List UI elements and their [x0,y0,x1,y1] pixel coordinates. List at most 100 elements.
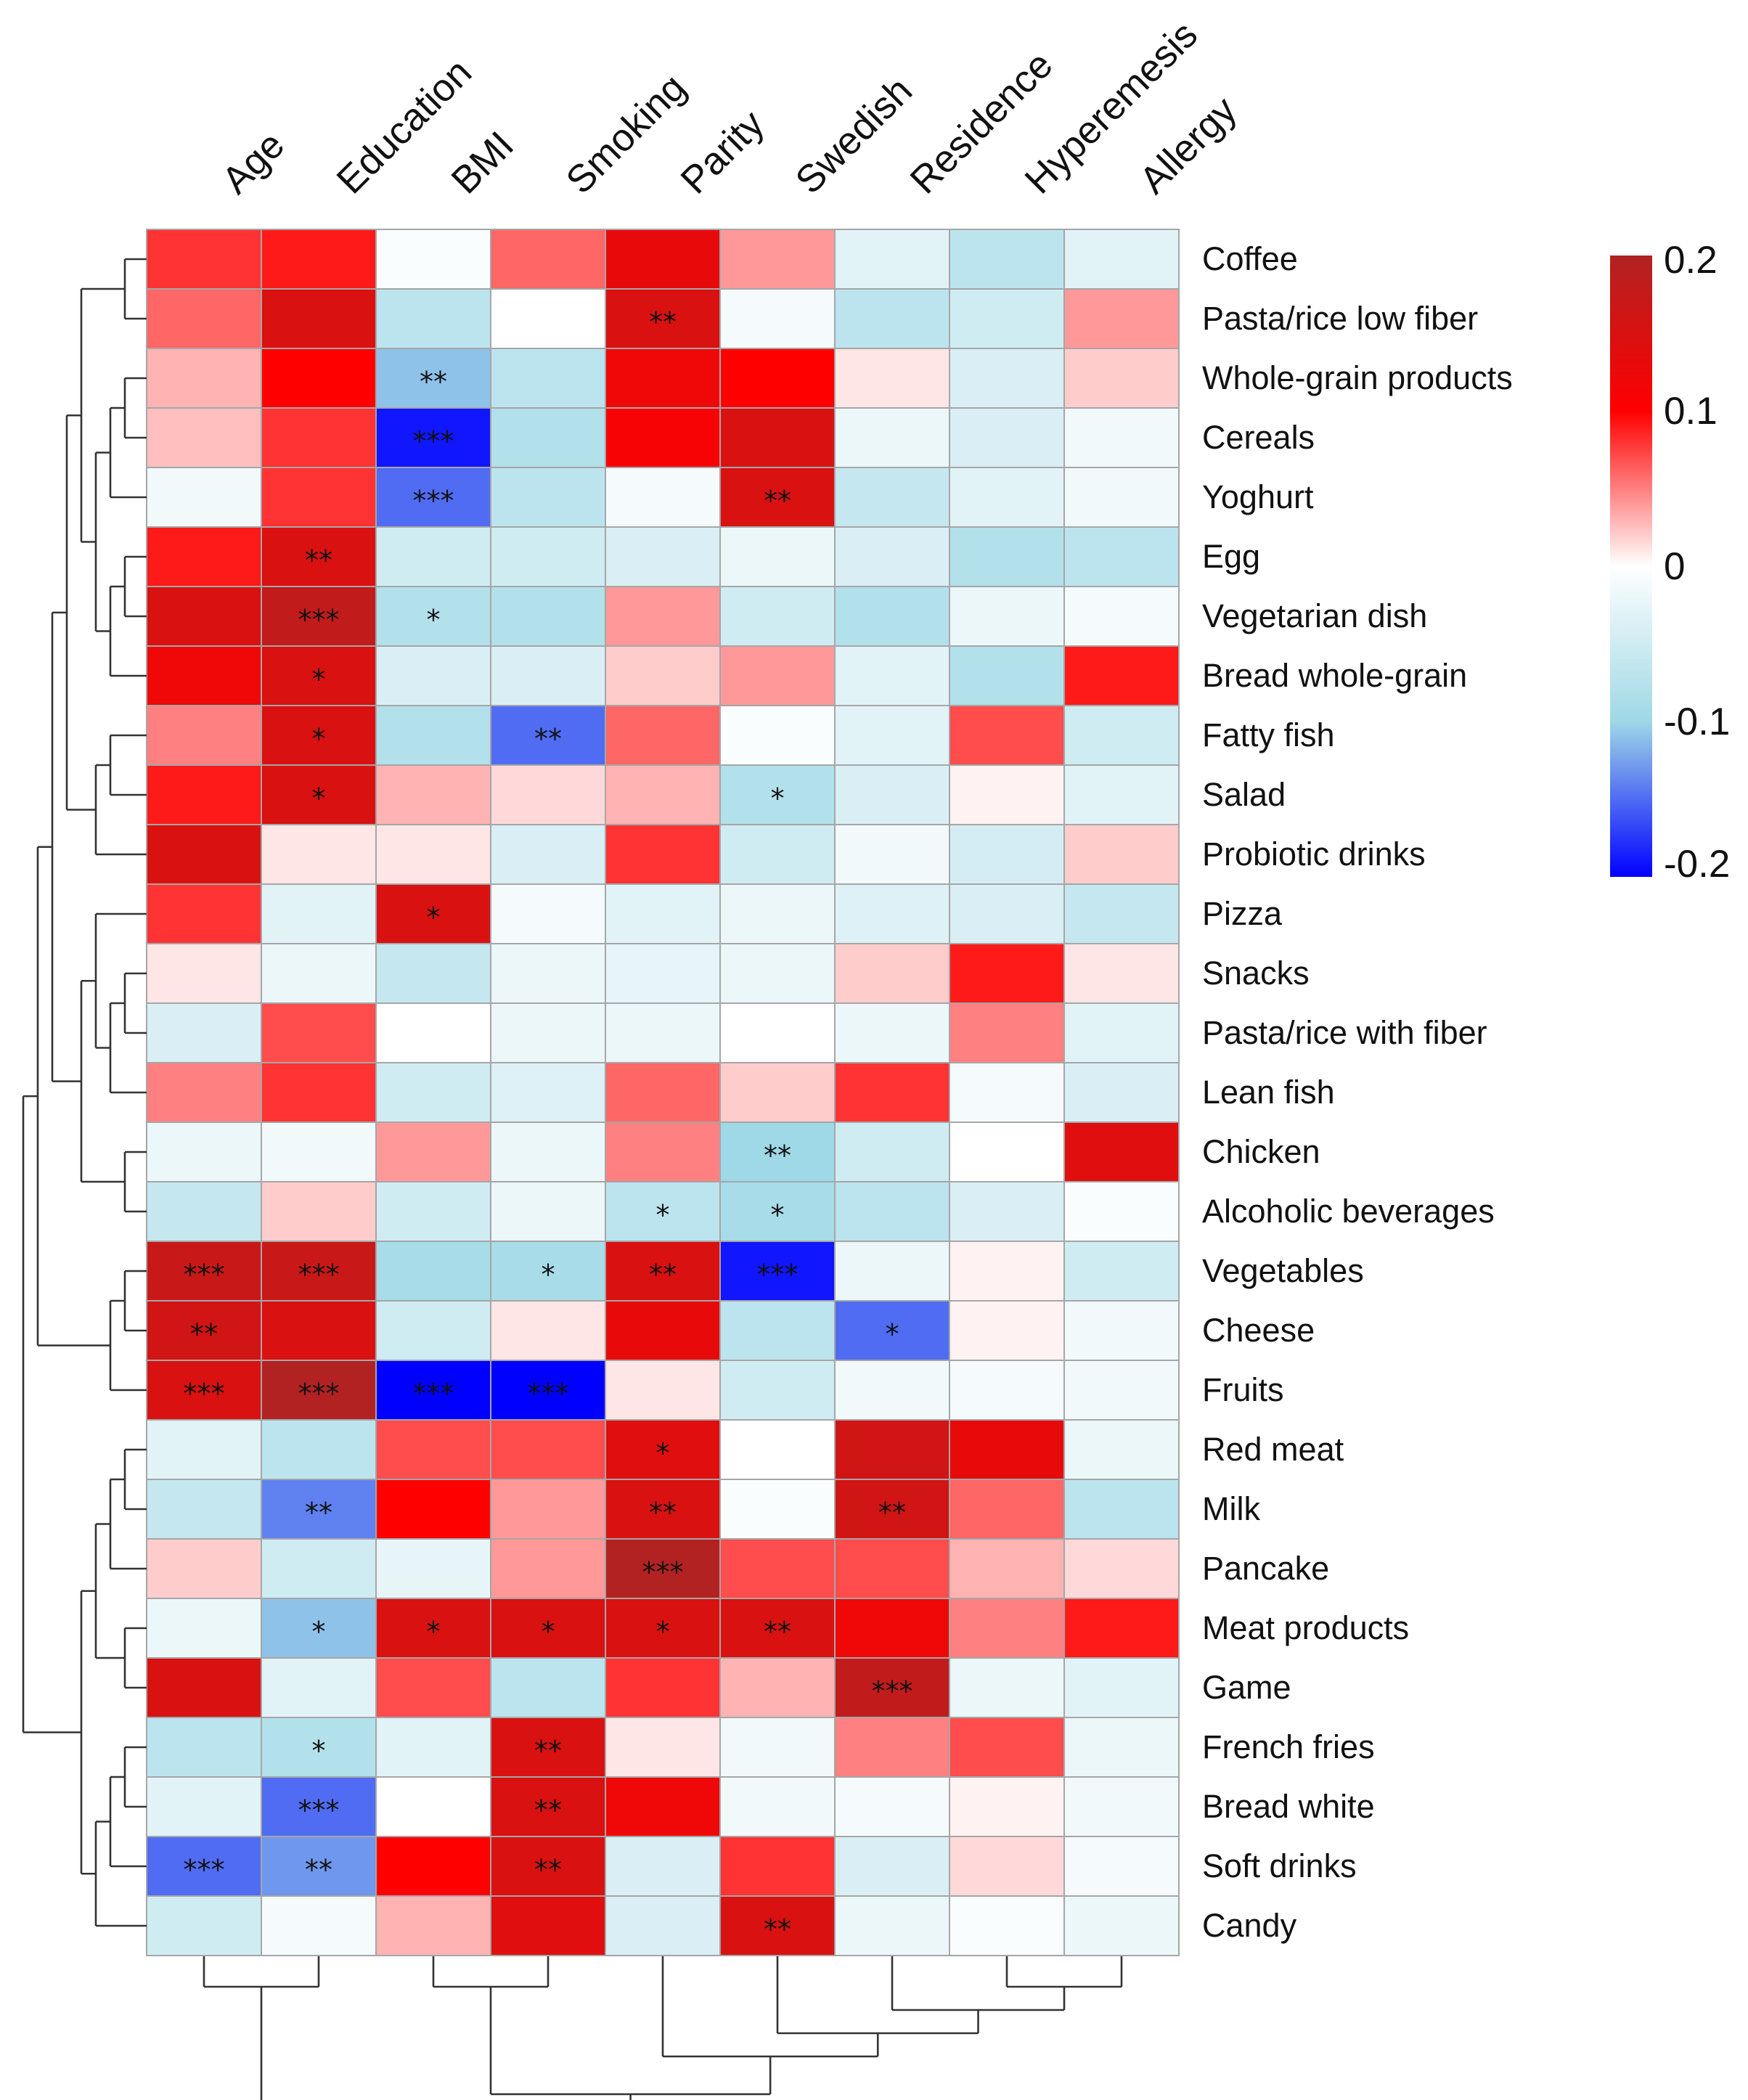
heatmap-cell [375,645,491,706]
heatmap-cell [719,586,836,647]
column-label: Age [214,123,293,202]
heatmap-cell [146,407,262,468]
heatmap-cell [834,705,950,766]
heatmap-cell [834,1360,950,1421]
row-label: Lean fish [1202,1074,1335,1111]
heatmap-cell [146,526,262,587]
heatmap-cell [146,1657,262,1718]
heatmap-cell [490,526,606,587]
heatmap-cell [1063,1002,1180,1063]
heatmap-cell [949,1122,1065,1182]
heatmap-cell [719,348,836,409]
row-label: Probiotic drinks [1202,835,1426,873]
row-label: Chicken [1202,1133,1320,1170]
heatmap-cell [146,883,262,944]
significance-marker: *** [413,485,454,517]
heatmap-cell [146,1122,262,1182]
heatmap-cell [375,883,491,944]
heatmap-cell [719,1895,836,1956]
heatmap-cell [719,1836,836,1897]
heatmap-cell [1063,1538,1180,1599]
row-label: French fries [1202,1728,1375,1765]
row-label: Alcoholic beverages [1202,1193,1495,1230]
heatmap-cell [1063,883,1180,944]
heatmap-cell [1063,645,1180,706]
significance-marker: ** [878,1497,906,1529]
heatmap-cell [949,943,1065,1004]
heatmap-cell [375,1002,491,1063]
heatmap-cell [949,1717,1065,1778]
heatmap-cell [834,586,950,647]
significance-marker: * [312,1735,326,1767]
row-label: Fatty fish [1202,716,1335,753]
heatmap-cell [834,883,950,944]
significance-marker: ** [649,1497,677,1529]
heatmap-cell [949,1300,1065,1361]
heatmap-cell [605,1598,721,1659]
heatmap-cell [261,1776,377,1837]
column-label: Smoking [558,66,695,203]
heatmap-cell [719,1717,836,1778]
heatmap-cell [834,407,950,468]
heatmap-cell [605,288,721,349]
heatmap-cell [949,705,1065,766]
heatmap-cell [1063,1836,1180,1897]
significance-marker: *** [184,1378,225,1410]
significance-marker: *** [298,1794,340,1826]
heatmap-cell [949,1479,1065,1540]
heatmap-cell [375,764,491,825]
row-label: Milk [1202,1490,1260,1527]
column-dendrogram [203,1956,1123,2100]
significance-marker: ** [764,1616,791,1648]
significance-markers: ********** ******* *** *** ***** **** *** * ** **… [184,306,913,1945]
heatmap-cell [146,1360,262,1421]
heatmap-cell [834,467,950,528]
heatmap-cell [719,1657,836,1718]
heatmap-cell [146,1062,262,1123]
heatmap-cell [605,883,721,944]
heatmap-cell [719,705,836,766]
heatmap-cell [605,526,721,587]
heatmap-cell [1063,467,1180,528]
row-label: Pancake [1202,1550,1329,1587]
heatmap-cell [146,288,262,349]
heatmap-cell [949,824,1065,885]
heatmap-cell [1063,1181,1180,1242]
heatmap-cell [261,705,377,766]
legend-tick-label: 0.1 [1664,390,1718,433]
heatmap-cell [719,645,836,706]
heatmap-cell [605,1717,721,1778]
significance-marker: *** [872,1675,913,1707]
heatmap-cell [1063,824,1180,885]
heatmap-cell [605,1002,721,1063]
significance-marker: ** [534,1854,562,1886]
row-label: Soft drinks [1202,1847,1357,1884]
heatmap-cell [146,1300,262,1361]
row-label: Red meat [1202,1431,1344,1468]
row-label: Cereals [1202,419,1315,456]
legend-tick-label: 0 [1664,545,1685,588]
heatmap-cell [949,883,1065,944]
heatmap-cell [261,1836,377,1897]
heatmap-cell [1063,1717,1180,1778]
heatmap-cell [261,1657,377,1718]
heatmap-cell [605,586,721,647]
heatmap-cell [719,1360,836,1421]
heatmap-cell [834,1241,950,1302]
heatmap-cell [146,764,262,825]
significance-marker: * [656,1437,670,1469]
heatmap-cell [490,764,606,825]
heatmap-cell [949,1836,1065,1897]
row-label: Vegetables [1202,1252,1364,1289]
heatmap-cell [949,586,1065,647]
significance-marker: *** [528,1378,569,1410]
heatmap-cell [375,824,491,885]
heatmap-cell [1063,288,1180,349]
heatmap-cell [261,1181,377,1242]
color-legend: 0.2 0.1 0 -0.1 -0.2 [1610,239,1730,886]
heatmap-cell [834,824,950,885]
heatmap-cell [146,824,262,885]
heatmap-cell [719,1241,836,1302]
heatmap-cell [719,526,836,587]
significance-marker: * [656,1199,670,1231]
